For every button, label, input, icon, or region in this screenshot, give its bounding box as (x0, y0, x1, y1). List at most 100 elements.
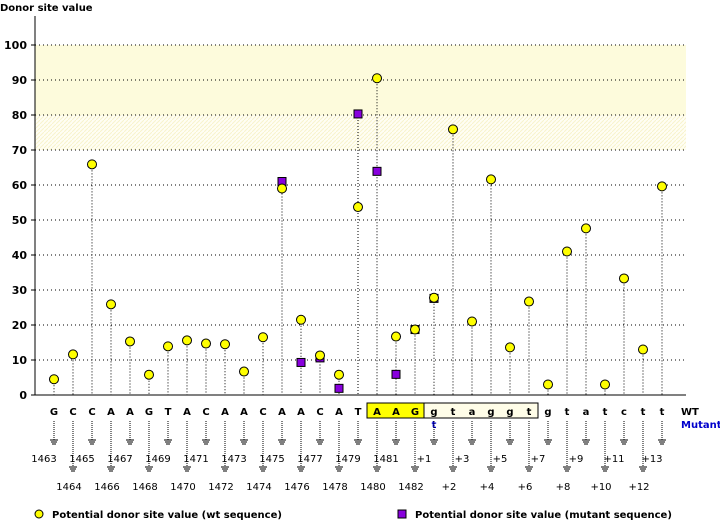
wt-point-1479 (353, 202, 363, 213)
wt-point-1472 (220, 339, 230, 350)
mutant-point-1481 (391, 369, 401, 379)
position-label: +6 (518, 482, 533, 493)
mutant-point-1480 (372, 166, 382, 176)
ground-icon (563, 466, 571, 472)
wt-base: A (107, 407, 115, 418)
ground-icon (69, 466, 77, 472)
position-label: 1477 (297, 454, 322, 465)
wt-point-+10 (600, 379, 610, 390)
ground-icon (373, 466, 381, 472)
position-label: 1476 (284, 482, 309, 493)
ground-icon (259, 466, 267, 472)
mutant-point-1479 (353, 109, 363, 119)
wt-base: A (126, 407, 134, 418)
wt-base: C (316, 407, 323, 418)
position-label: 1467 (107, 454, 132, 465)
ground-icon (506, 439, 514, 445)
wt-base: A (221, 407, 229, 418)
position-label: +5 (493, 454, 508, 465)
wt-base: t (603, 407, 608, 418)
position-label: 1480 (360, 482, 385, 493)
wt-point-1463 (49, 374, 59, 385)
wt-base: A (183, 407, 191, 418)
wt-base: g (506, 407, 513, 418)
position-label: +8 (556, 482, 571, 493)
position-label: +7 (531, 454, 546, 465)
wt-base: C (88, 407, 95, 418)
wt-point-1476 (296, 314, 306, 325)
wt-point-+8 (562, 246, 572, 257)
position-label: +12 (628, 482, 649, 493)
wt-point-+2 (448, 124, 458, 135)
ground-icon (164, 439, 172, 445)
wt-base: A (278, 407, 286, 418)
y-tick-label: 60 (12, 179, 28, 192)
wt-base: T (165, 407, 172, 418)
ground-icon (354, 439, 362, 445)
y-tick-label: 90 (12, 74, 28, 87)
wt-base: G (411, 407, 419, 418)
wt-point-1465 (87, 159, 97, 170)
y-tick-label: 70 (12, 144, 28, 157)
y-tick-label: 30 (12, 284, 28, 297)
wt-point-+7 (543, 379, 553, 390)
wt-point-1482 (410, 324, 420, 335)
position-label: +1 (417, 454, 432, 465)
wt-base: t (565, 407, 570, 418)
ground-icon (392, 439, 400, 445)
ground-icon (430, 439, 438, 445)
ground-icon (544, 439, 552, 445)
position-label: +13 (641, 454, 662, 465)
y-tick-label: 20 (12, 319, 28, 332)
wt-base: G (50, 407, 58, 418)
y-tick-label: 50 (12, 214, 28, 227)
wt-base: a (469, 407, 476, 418)
position-label: 1474 (246, 482, 271, 493)
wt-base: C (202, 407, 209, 418)
ground-icon (620, 439, 628, 445)
wt-point-+13 (657, 181, 667, 192)
wt-base: A (240, 407, 248, 418)
wt-point-+11 (619, 273, 629, 284)
wt-point-1475 (277, 183, 287, 194)
wt-point-1467 (125, 336, 135, 347)
wt-point-1464 (68, 349, 78, 360)
position-label: +4 (480, 482, 495, 493)
ground-icon (335, 466, 343, 472)
wt-point-+3 (467, 316, 477, 327)
wt-row-label: WT (681, 407, 699, 418)
position-label: +11 (603, 454, 624, 465)
wt-base: A (297, 407, 305, 418)
position-label: 1478 (322, 482, 347, 493)
wt-base: g (430, 407, 437, 418)
y-tick-label: 0 (19, 389, 27, 402)
ground-icon (487, 466, 495, 472)
position-label: 1464 (56, 482, 81, 493)
position-label: 1479 (335, 454, 360, 465)
ground-icon (183, 466, 191, 472)
wt-base: t (527, 407, 532, 418)
wt-base: A (392, 407, 400, 418)
ground-icon (582, 439, 590, 445)
wt-point-1480 (372, 73, 382, 84)
wt-point-+9 (581, 223, 591, 234)
ground-icon (658, 439, 666, 445)
legend-wt-label: Potential donor site value (wt sequence) (52, 510, 282, 520)
position-label: 1481 (373, 454, 398, 465)
wt-point-+12 (638, 344, 648, 355)
ground-icon (297, 466, 305, 472)
wt-base: C (69, 407, 76, 418)
position-label: 1475 (259, 454, 284, 465)
ground-icon (50, 439, 58, 445)
position-label: 1470 (170, 482, 195, 493)
wt-base: T (355, 407, 362, 418)
ground-icon (468, 439, 476, 445)
ground-icon (316, 439, 324, 445)
wt-point-1469 (163, 341, 173, 352)
legend-wt-marker (34, 509, 44, 519)
position-label: +3 (455, 454, 470, 465)
wt-point-1477 (315, 350, 325, 361)
ground-icon (145, 466, 153, 472)
y-tick-label: 40 (12, 249, 28, 262)
